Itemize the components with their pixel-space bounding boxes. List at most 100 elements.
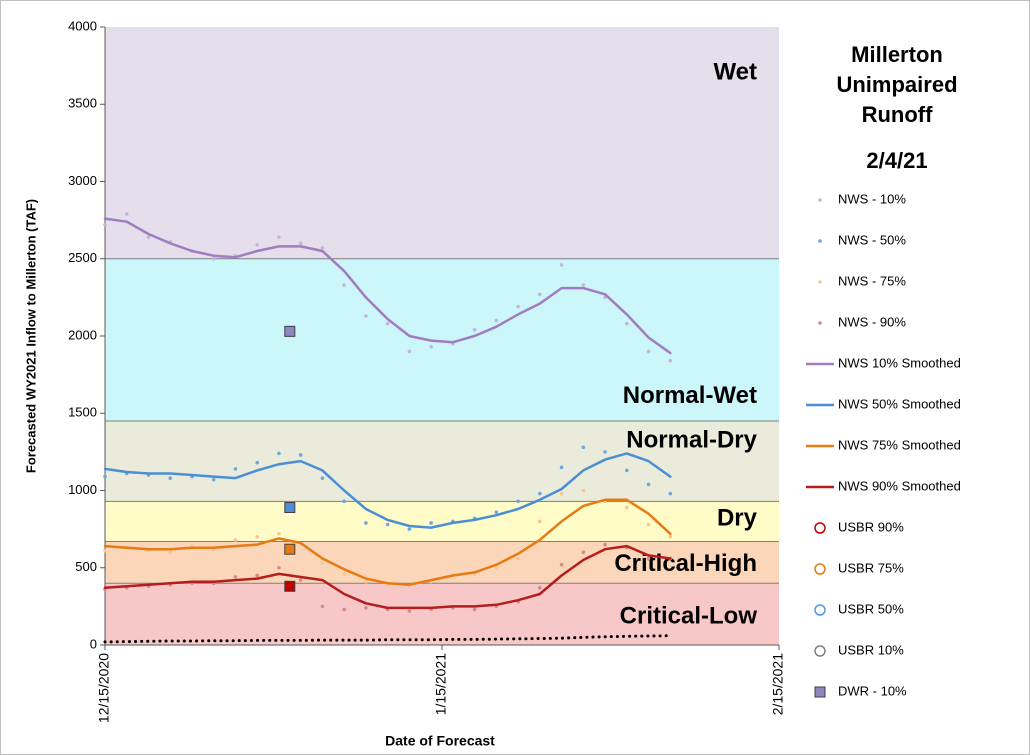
data-dot: [211, 256, 216, 261]
data-dot: [646, 349, 651, 354]
legend-item: DWR - 10%: [814, 683, 907, 698]
data-dot: [364, 579, 368, 584]
data-dot: [516, 556, 520, 561]
data-dot: [277, 451, 281, 456]
zone-band: [105, 258, 779, 421]
y-tick-label: 2000: [68, 327, 97, 342]
data-dot: [320, 476, 325, 480]
data-dot: [385, 522, 390, 527]
zone-label: Wet: [713, 59, 757, 86]
data-dot: [646, 556, 651, 561]
data-dot: [538, 586, 542, 590]
data-dot: [668, 535, 673, 539]
data-dot: [581, 283, 586, 287]
data-dot: [211, 477, 216, 482]
data-dot: [646, 482, 651, 487]
chart-title: Millerton Unimpaired Runoff: [836, 42, 958, 127]
legend-item: USBR 75%: [814, 560, 904, 575]
zone-band: [105, 27, 779, 259]
data-dot: [103, 222, 107, 227]
data-dot: [342, 607, 346, 612]
data-dot: [255, 535, 259, 539]
data-dot: [603, 450, 607, 454]
legend-label: NWS - 90%: [838, 314, 906, 329]
data-dot: [646, 522, 651, 527]
legend-label: NWS 50% Smoothed: [838, 396, 961, 411]
data-dot: [364, 606, 368, 610]
data-square: [284, 580, 296, 592]
legend-item: USBR 50%: [814, 601, 904, 616]
series-line: [103, 217, 672, 355]
legend-label: USBR 10%: [838, 642, 904, 657]
data-dot: [385, 321, 390, 326]
data-dot: [429, 521, 433, 525]
data-dot: [559, 491, 564, 496]
data-dot: [581, 550, 586, 555]
legend-label: NWS 10% Smoothed: [838, 355, 961, 370]
legend-item: NWS 10% Smoothed: [806, 355, 961, 370]
data-dot: [298, 241, 303, 246]
zone-label: Normal-Dry: [626, 426, 757, 453]
series-line: [103, 452, 672, 529]
data-dot: [559, 562, 564, 567]
legend-label: NWS - 75%: [838, 273, 906, 288]
legend-item: NWS 50% Smoothed: [806, 396, 961, 411]
data-dot: [581, 445, 586, 450]
data-dot: [538, 491, 542, 496]
data-dot: [342, 283, 346, 287]
data-dot: [625, 505, 629, 510]
data-dot: [233, 575, 238, 579]
legend-marker: [818, 239, 822, 243]
legend-item: NWS 90% Smoothed: [806, 478, 961, 493]
data-dot: [559, 263, 564, 267]
data-dot: [407, 609, 412, 613]
data-dot: [320, 604, 325, 609]
data-square: [284, 501, 296, 513]
data-dot: [146, 235, 151, 239]
data-dot: [168, 476, 173, 480]
legend-marker: [814, 645, 826, 657]
data-dot: [429, 345, 433, 349]
zone-label: Dry: [717, 505, 758, 532]
data-dot: [320, 561, 325, 565]
data-dot: [320, 246, 325, 250]
y-axis-label: Forecasted WY2021 Inflow to Millerton (T…: [23, 199, 38, 473]
y-tick-label: 3500: [68, 96, 97, 111]
data-dot: [103, 474, 107, 479]
zone-label: Normal-Wet: [623, 382, 757, 409]
legend-marker: [814, 686, 826, 698]
data-dot: [494, 510, 499, 514]
y-tick-label: 3000: [68, 173, 97, 188]
data-dot: [298, 578, 303, 582]
legend-item: USBR 90%: [814, 519, 904, 534]
legend-label: USBR 75%: [838, 560, 904, 575]
data-dot: [103, 548, 107, 553]
x-tick-label: 12/15/2020: [96, 653, 112, 723]
legend-label: USBR 90%: [838, 519, 904, 534]
y-tick-label: 1500: [68, 405, 97, 420]
data-dot: [668, 358, 673, 363]
legend-item: NWS 75% Smoothed: [806, 437, 961, 452]
data-dot: [494, 565, 499, 570]
legend-marker: [818, 321, 822, 325]
data-dot: [538, 292, 542, 297]
data-dot: [538, 519, 542, 524]
data-dot: [233, 467, 238, 471]
data-dot: [277, 235, 281, 239]
legend-item: NWS - 90%: [818, 314, 906, 329]
data-dot: [255, 460, 259, 465]
zone-label: Critical-Low: [620, 603, 758, 630]
data-square: [284, 325, 296, 337]
data-square: [284, 543, 296, 555]
data-dot: [603, 542, 607, 547]
legend-label: NWS 75% Smoothed: [838, 437, 961, 452]
data-dot: [625, 321, 629, 326]
series-line: [103, 544, 672, 610]
zone-label: Critical-High: [614, 550, 757, 577]
y-tick-label: 2500: [68, 250, 97, 265]
data-dot: [342, 572, 346, 576]
data-dot: [559, 465, 564, 470]
data-dot: [516, 304, 520, 309]
